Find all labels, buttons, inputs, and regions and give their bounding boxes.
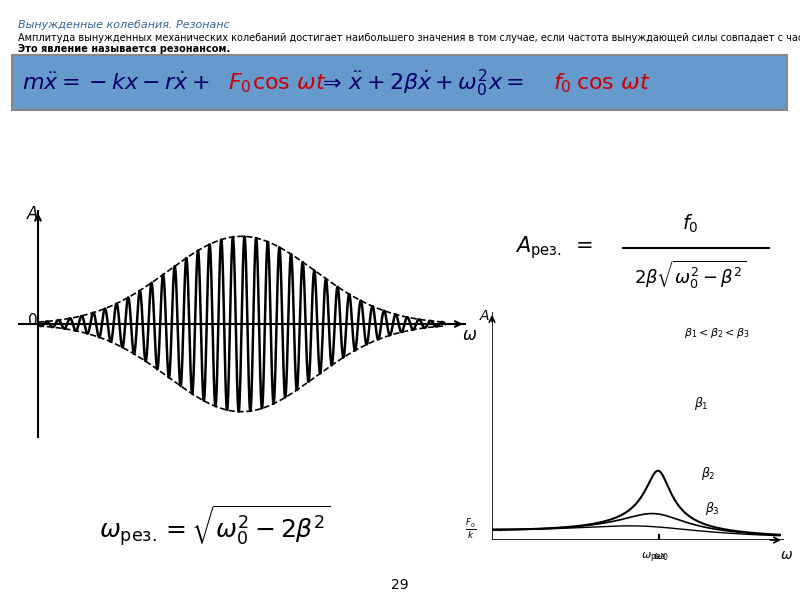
Text: $m\ddot{x} = -kx - r\dot{x} +$: $m\ddot{x} = -kx - r\dot{x} +$ bbox=[22, 71, 210, 94]
Text: $\ddot{x} + 2\beta\dot{x} + \omega_0^2 x =$: $\ddot{x} + 2\beta\dot{x} + \omega_0^2 x… bbox=[348, 67, 524, 98]
Text: $2\beta\sqrt{\omega_0^2-\beta^2}$: $2\beta\sqrt{\omega_0^2-\beta^2}$ bbox=[634, 259, 746, 291]
Text: $\omega$: $\omega$ bbox=[780, 548, 793, 562]
Text: $\Rightarrow$: $\Rightarrow$ bbox=[318, 73, 342, 93]
Text: $\beta_2$: $\beta_2$ bbox=[701, 465, 715, 482]
Text: $A$: $A$ bbox=[26, 205, 39, 223]
Text: $A$: $A$ bbox=[479, 309, 490, 323]
Text: Вынужденные колебания. Резонанс: Вынужденные колебания. Резонанс bbox=[18, 20, 230, 30]
Text: $f_0$: $f_0$ bbox=[553, 71, 571, 95]
Text: $A_{\rm рез.}\ =$: $A_{\rm рез.}\ =$ bbox=[515, 234, 593, 261]
Text: $\beta_1 < \beta_2 < \beta_3$: $\beta_1 < \beta_2 < \beta_3$ bbox=[684, 326, 750, 340]
Text: 29: 29 bbox=[391, 578, 409, 592]
Text: $\cos\,\omega t$: $\cos\,\omega t$ bbox=[252, 73, 326, 93]
Text: $\beta_1$: $\beta_1$ bbox=[694, 395, 709, 412]
Text: $\omega_{\rm рез}$: $\omega_{\rm рез}$ bbox=[642, 550, 666, 565]
Text: $\frac{F_0}{k}$: $\frac{F_0}{k}$ bbox=[466, 518, 477, 542]
Text: Амплитуда вынужденных механических колебаний достигает наибольшего значения в то: Амплитуда вынужденных механических колеб… bbox=[18, 33, 800, 43]
Text: $F_0$: $F_0$ bbox=[228, 71, 251, 95]
Text: $\cos\,\omega t$: $\cos\,\omega t$ bbox=[576, 73, 650, 93]
Text: $\omega$: $\omega$ bbox=[462, 326, 477, 344]
Text: $f_0$: $f_0$ bbox=[682, 212, 699, 235]
Text: $\omega_{\rm рез.} = \sqrt{\omega_0^2 - 2\beta^2}$: $\omega_{\rm рез.} = \sqrt{\omega_0^2 - … bbox=[99, 504, 330, 549]
Text: Это явление называется резонансом.: Это явление называется резонансом. bbox=[18, 44, 230, 54]
Text: $\beta_3$: $\beta_3$ bbox=[705, 500, 720, 517]
Text: $0$: $0$ bbox=[26, 311, 37, 328]
Text: $\omega_0$: $\omega_0$ bbox=[653, 551, 668, 563]
FancyBboxPatch shape bbox=[12, 55, 787, 110]
